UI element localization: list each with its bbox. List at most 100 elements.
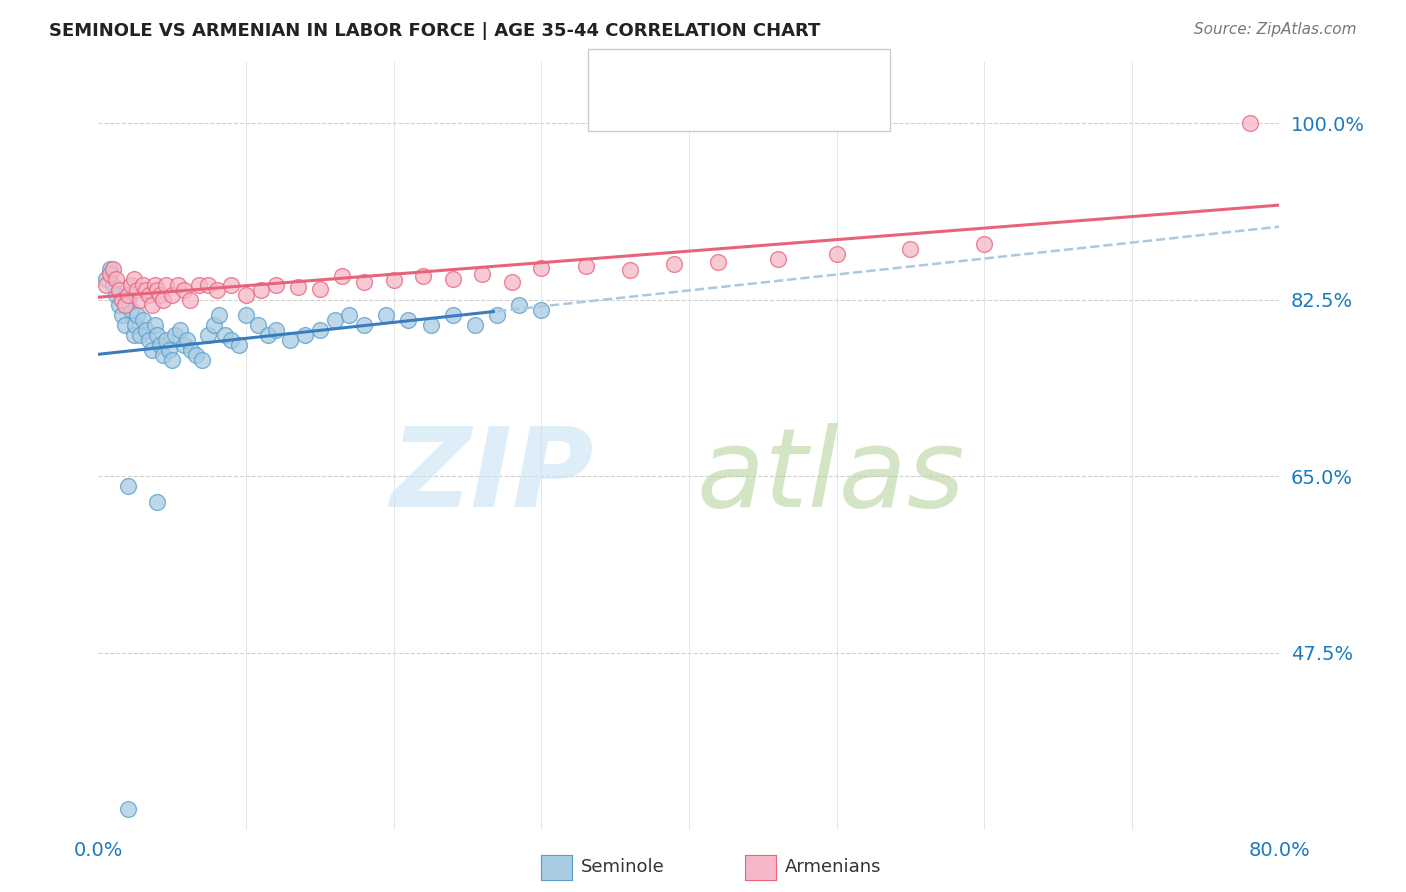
Point [246,318,269,332]
Point [208,308,231,322]
Point [353,276,375,290]
Point [501,276,523,290]
Point [141,343,163,357]
Point [143,318,166,332]
Text: N =: N = [754,95,797,114]
Point [173,338,195,352]
Point [155,333,177,347]
Point [257,328,280,343]
Point [187,277,209,292]
Point [152,293,174,307]
Point [486,308,509,322]
Point [184,348,207,362]
Point [122,272,145,286]
Point [339,308,361,322]
Point [132,313,155,327]
Point [138,333,160,347]
Point [197,277,219,292]
Point [264,323,287,337]
Point [120,277,142,292]
Point [309,281,332,295]
Point [155,277,177,292]
Point [143,277,166,292]
Point [98,268,121,282]
Point [1239,116,1261,130]
Point [412,269,434,284]
Point [152,348,174,362]
Point [309,323,332,337]
Point [664,257,686,271]
Point [464,318,486,332]
Point [111,293,134,307]
Point [117,802,139,816]
Point [707,255,730,269]
Point [98,262,121,277]
Point [149,287,172,301]
Point [157,343,180,357]
Point [135,283,157,297]
Point [135,323,157,337]
Point [228,338,250,352]
Point [173,283,195,297]
Point [162,353,183,368]
Point [165,328,187,343]
Point [128,293,150,307]
Point [973,237,995,252]
Point [382,273,405,287]
Point [214,328,236,343]
Text: R =: R = [641,95,683,114]
Point [108,283,131,297]
Point [205,283,228,297]
Point [124,318,146,332]
Text: 0.063: 0.063 [688,61,749,80]
Point [179,293,201,307]
Point [235,287,257,301]
Point [125,283,148,297]
Text: Source: ZipAtlas.com: Source: ZipAtlas.com [1194,22,1357,37]
Point [162,287,183,301]
Point [105,272,128,286]
Point [122,328,145,343]
Point [398,313,420,327]
Point [375,308,398,322]
Text: R =: R = [641,61,683,80]
Point [108,298,131,312]
Text: 0.196: 0.196 [688,95,749,114]
Text: ZIP: ZIP [391,423,595,530]
Point [128,328,150,343]
Point [120,302,142,317]
Point [114,318,136,332]
Point [146,283,169,297]
Point [530,302,553,317]
Point [169,323,191,337]
Point [900,242,922,256]
Point [111,308,134,322]
Point [530,261,553,276]
Point [280,333,302,347]
Text: Seminole: Seminole [581,858,665,876]
Point [141,298,163,312]
Point [264,277,287,292]
Point [103,277,125,292]
Point [191,353,214,368]
Point [138,287,160,301]
Point [167,277,190,292]
Point [250,283,273,297]
Point [197,328,219,343]
Point [294,328,316,343]
Text: N =: N = [754,61,797,80]
Point [146,328,169,343]
Point [235,308,257,322]
Point [287,279,309,293]
Point [180,343,202,357]
Point [221,333,243,347]
Point [202,318,225,332]
Point [508,298,530,312]
Point [419,318,441,332]
Point [114,298,136,312]
Point [575,260,598,274]
Text: 51: 51 [800,95,827,114]
Point [330,269,353,284]
Point [146,494,169,508]
Point [441,272,464,286]
